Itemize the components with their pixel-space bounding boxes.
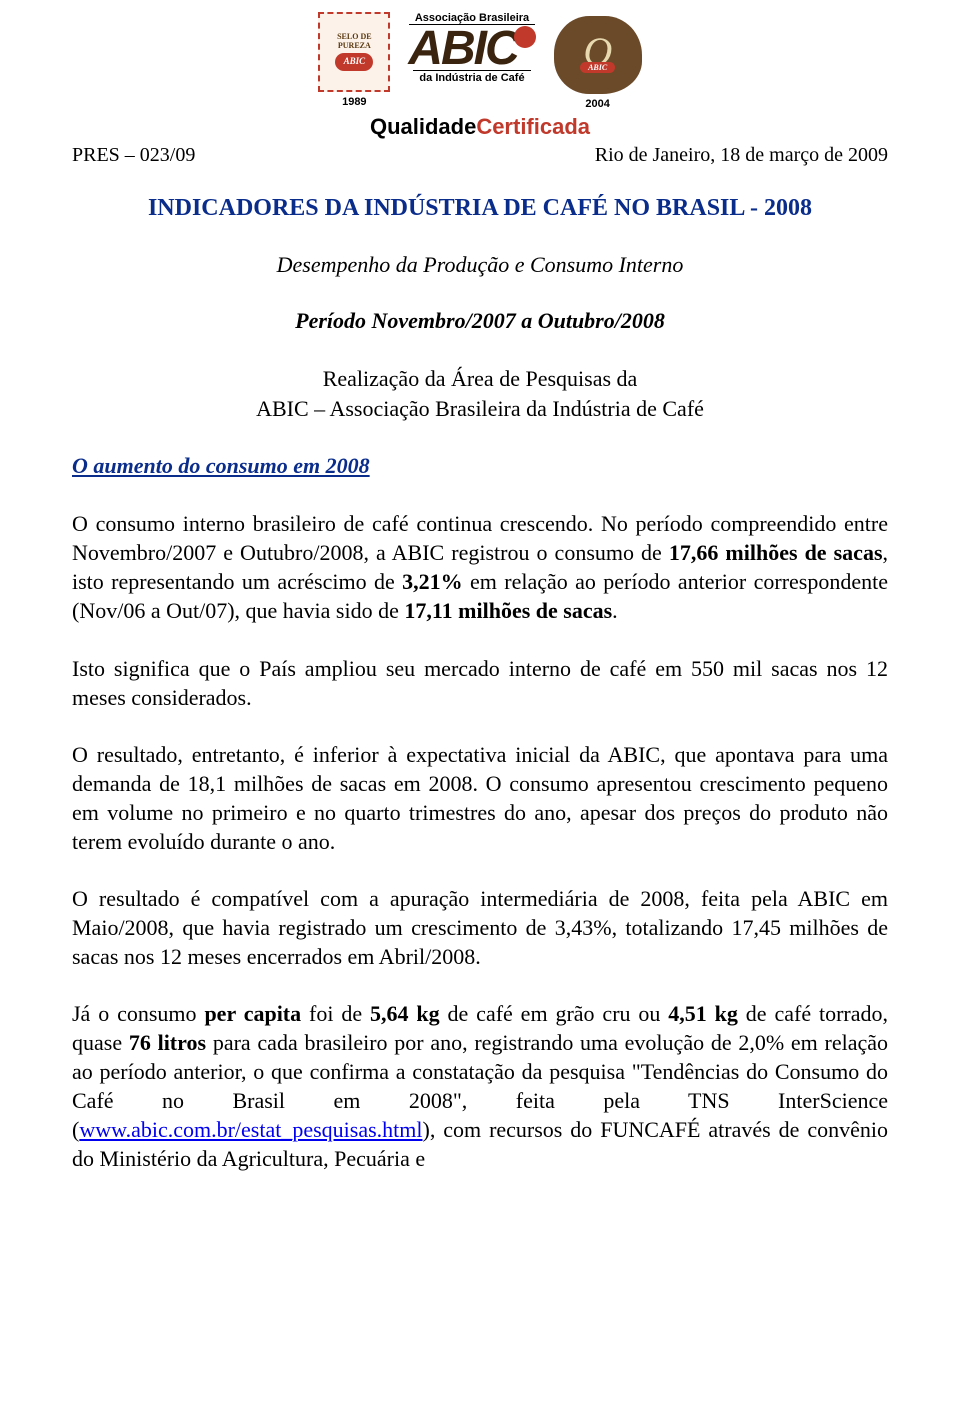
doc-date: Rio de Janeiro, 18 de março de 2009 xyxy=(595,144,888,167)
p1-b2: 3,21% xyxy=(402,569,463,594)
quality-seal-box: Q ABIC 2004 xyxy=(554,12,642,110)
realizacao-block: Realização da Área de Pesquisas da ABIC … xyxy=(72,364,888,423)
header-logo-row: SELO DE PUREZA ABIC 1989 Associação Bras… xyxy=(72,12,888,110)
doc-ref: PRES – 023/09 xyxy=(72,144,195,167)
p5-t3: de café em grão cru ou xyxy=(440,1001,669,1026)
paragraph-3: O resultado, entretanto, é inferior à ex… xyxy=(72,740,888,856)
abic-dot-icon xyxy=(514,26,536,48)
p5-b2: 5,64 kg xyxy=(370,1001,440,1026)
p1-b3: 17,11 milhões de sacas xyxy=(404,598,612,623)
page-title: INDICADORES DA INDÚSTRIA DE CAFÉ NO BRAS… xyxy=(72,195,888,222)
qualidade-certificada: QualidadeCertificada xyxy=(72,114,888,140)
period-line: Período Novembro/2007 a Outubro/2008 xyxy=(72,308,888,334)
paragraph-4: O resultado é compatível com a apuração … xyxy=(72,884,888,971)
p1-t4: . xyxy=(612,598,618,623)
abic-wordmark: ABIC xyxy=(408,27,535,70)
seal2-year: 2004 xyxy=(585,98,609,110)
seal1-year: 1989 xyxy=(342,96,366,108)
p5-b4: 76 litros xyxy=(129,1030,206,1055)
certificada-word: Certificada xyxy=(476,114,590,139)
purity-seal: SELO DE PUREZA ABIC xyxy=(318,12,390,92)
p1-b1: 17,66 milhões de sacas xyxy=(669,540,883,565)
realizacao-l2: ABIC – Associação Brasileira da Indústri… xyxy=(256,396,704,421)
quality-seal: Q ABIC xyxy=(554,16,642,94)
realizacao-l1: Realização da Área de Pesquisas da xyxy=(323,366,638,391)
paragraph-1: O consumo interno brasileiro de café con… xyxy=(72,509,888,625)
section-heading: O aumento do consumo em 2008 xyxy=(72,453,888,479)
p5-b3: 4,51 kg xyxy=(668,1001,738,1026)
research-link[interactable]: www.abic.com.br/estat_pesquisas.html xyxy=(79,1117,422,1142)
document-meta-row: PRES – 023/09 Rio de Janeiro, 18 de març… xyxy=(72,144,888,167)
p5-t2: foi de xyxy=(301,1001,370,1026)
abic-text: ABIC xyxy=(408,22,517,75)
seal-line2: PUREZA xyxy=(338,42,371,51)
abic-main-logo: Associação Brasileira ABIC da Indústria … xyxy=(408,12,535,84)
paragraph-2: Isto significa que o País ampliou seu me… xyxy=(72,654,888,712)
purity-seal-box: SELO DE PUREZA ABIC 1989 xyxy=(318,12,390,108)
qualidade-word: Qualidade xyxy=(370,114,476,139)
p5-t1: Já o consumo xyxy=(72,1001,204,1026)
seal-pill: ABIC xyxy=(335,53,373,71)
subtitle: Desempenho da Produção e Consumo Interno xyxy=(72,252,888,278)
paragraph-5: Já o consumo per capita foi de 5,64 kg d… xyxy=(72,999,888,1173)
p5-b1: per capita xyxy=(204,1001,301,1026)
quality-pill: ABIC xyxy=(580,62,615,73)
